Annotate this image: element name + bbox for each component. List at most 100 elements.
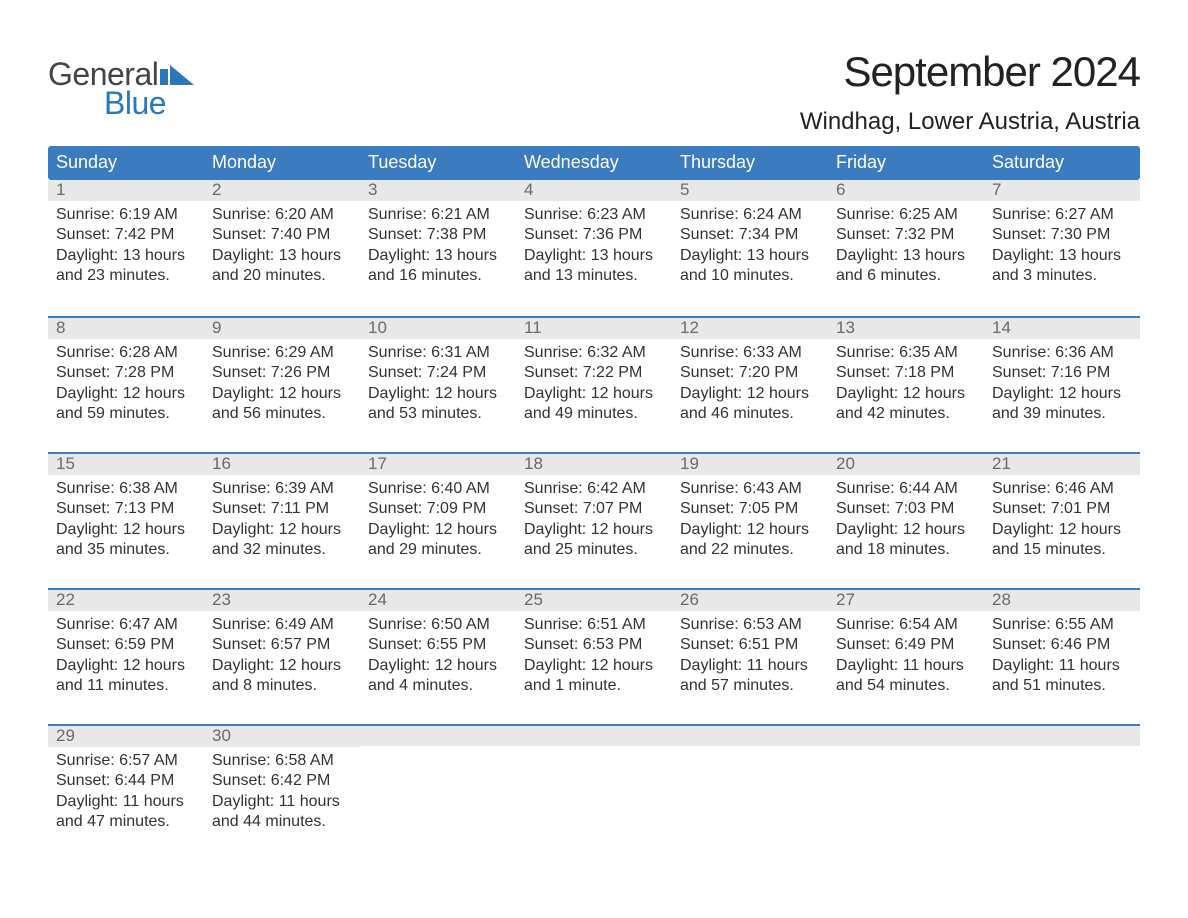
day-number bbox=[672, 726, 828, 746]
cell-body: Sunrise: 6:24 AMSunset: 7:34 PMDaylight:… bbox=[672, 201, 828, 287]
cell-body: Sunrise: 6:38 AMSunset: 7:13 PMDaylight:… bbox=[48, 475, 204, 561]
day-number: 9 bbox=[204, 318, 360, 339]
sunrise-text: Sunrise: 6:58 AM bbox=[212, 751, 352, 771]
week-row: 1Sunrise: 6:19 AMSunset: 7:42 PMDaylight… bbox=[48, 180, 1140, 308]
calendar-cell: 17Sunrise: 6:40 AMSunset: 7:09 PMDayligh… bbox=[360, 452, 516, 580]
sunrise-text: Sunrise: 6:40 AM bbox=[368, 479, 508, 499]
cell-body: Sunrise: 6:31 AMSunset: 7:24 PMDaylight:… bbox=[360, 339, 516, 425]
daylight-text: Daylight: 11 hours and 57 minutes. bbox=[680, 656, 820, 697]
sunrise-text: Sunrise: 6:32 AM bbox=[524, 343, 664, 363]
calendar-cell: 18 Sunrise: 6:42 AMSunset: 7:07 PMDayligh… bbox=[516, 452, 672, 580]
sunrise-text: Sunrise: 6:33 AM bbox=[680, 343, 820, 363]
calendar-cell: 10Sunrise: 6:31 AMSunset: 7:24 PMDayligh… bbox=[360, 316, 516, 444]
header: General Blue September 2024 Windhag, Low… bbox=[48, 48, 1140, 136]
sunset-text: Sunset: 7:34 PM bbox=[680, 225, 820, 245]
day-number: 15 bbox=[48, 454, 204, 475]
daylight-text: Daylight: 12 hours and 11 minutes. bbox=[56, 656, 196, 697]
sunset-text: Sunset: 7:16 PM bbox=[992, 363, 1132, 383]
sunset-text: Sunset: 6:53 PM bbox=[524, 635, 664, 655]
daylight-text: Daylight: 11 hours and 54 minutes. bbox=[836, 656, 976, 697]
calendar-cell: 29Sunrise: 6:57 AMSunset: 6:44 PMDayligh… bbox=[48, 724, 204, 852]
cell-body: Sunrise: 6:46 AMSunset: 7:01 PMDaylight:… bbox=[984, 475, 1140, 561]
calendar-cell: 24Sunrise: 6:50 AMSunset: 6:55 PMDayligh… bbox=[360, 588, 516, 716]
calendar-cell bbox=[828, 724, 984, 852]
daylight-text: Daylight: 12 hours and 15 minutes. bbox=[992, 520, 1132, 561]
sunrise-text: Sunrise: 6:57 AM bbox=[56, 751, 196, 771]
day-number bbox=[828, 726, 984, 746]
cell-body: Sunrise: 6:57 AMSunset: 6:44 PMDaylight:… bbox=[48, 747, 204, 833]
day-number: 4 bbox=[516, 180, 672, 201]
day-number: 10 bbox=[360, 318, 516, 339]
day-number: 18 bbox=[516, 454, 672, 475]
sunset-text: Sunset: 7:36 PM bbox=[524, 225, 664, 245]
daylight-text: Daylight: 12 hours and 18 minutes. bbox=[836, 520, 976, 561]
day-header-wed: Wednesday bbox=[516, 146, 672, 180]
calendar-cell: 14Sunrise: 6:36 AMSunset: 7:16 PMDayligh… bbox=[984, 316, 1140, 444]
cell-body: Sunrise: 6:50 AMSunset: 6:55 PMDaylight:… bbox=[360, 611, 516, 697]
calendar-cell: 2Sunrise: 6:20 AMSunset: 7:40 PMDaylight… bbox=[204, 180, 360, 308]
daylight-text: Daylight: 13 hours and 3 minutes. bbox=[992, 246, 1132, 287]
day-number bbox=[984, 726, 1140, 746]
day-number: 8 bbox=[48, 318, 204, 339]
sunset-text: Sunset: 6:49 PM bbox=[836, 635, 976, 655]
daylight-text: Daylight: 12 hours and 35 minutes. bbox=[56, 520, 196, 561]
day-number: 24 bbox=[360, 590, 516, 611]
day-header-thu: Thursday bbox=[672, 146, 828, 180]
sunrise-text: Sunrise: 6:42 AM bbox=[524, 479, 664, 499]
day-number: 14 bbox=[984, 318, 1140, 339]
calendar-cell: 11Sunrise: 6:32 AMSunset: 7:22 PMDayligh… bbox=[516, 316, 672, 444]
calendar-cell: 5Sunrise: 6:24 AMSunset: 7:34 PMDaylight… bbox=[672, 180, 828, 308]
sunset-text: Sunset: 7:18 PM bbox=[836, 363, 976, 383]
cell-body: Sunrise: 6:33 AMSunset: 7:20 PMDaylight:… bbox=[672, 339, 828, 425]
day-number: 30 bbox=[204, 726, 360, 747]
sunset-text: Sunset: 6:55 PM bbox=[368, 635, 508, 655]
daylight-text: Daylight: 12 hours and 56 minutes. bbox=[212, 384, 352, 425]
daylight-text: Daylight: 13 hours and 16 minutes. bbox=[368, 246, 508, 287]
sunset-text: Sunset: 7:26 PM bbox=[212, 363, 352, 383]
cell-body: Sunrise: 6:29 AMSunset: 7:26 PMDaylight:… bbox=[204, 339, 360, 425]
location-label: Windhag, Lower Austria, Austria bbox=[800, 108, 1140, 136]
daylight-text: Daylight: 13 hours and 23 minutes. bbox=[56, 246, 196, 287]
cell-body: Sunrise: 6:39 AMSunset: 7:11 PMDaylight:… bbox=[204, 475, 360, 561]
day-number: 25 bbox=[516, 590, 672, 611]
daylight-text: Daylight: 12 hours and 22 minutes. bbox=[680, 520, 820, 561]
calendar-cell: 13Sunrise: 6:35 AMSunset: 7:18 PMDayligh… bbox=[828, 316, 984, 444]
daylight-text: Daylight: 11 hours and 47 minutes. bbox=[56, 792, 196, 833]
flag-icon bbox=[160, 63, 194, 85]
cell-body: Sunrise: 6:54 AMSunset: 6:49 PMDaylight:… bbox=[828, 611, 984, 697]
week-row: 22Sunrise: 6:47 AMSunset: 6:59 PMDayligh… bbox=[48, 580, 1140, 716]
daylight-text: Daylight: 12 hours and 39 minutes. bbox=[992, 384, 1132, 425]
cell-body: Sunrise: 6:43 AMSunset: 7:05 PMDaylight:… bbox=[672, 475, 828, 561]
sunset-text: Sunset: 7:11 PM bbox=[212, 499, 352, 519]
calendar-cell: 12Sunrise: 6:33 AMSunset: 7:20 PMDayligh… bbox=[672, 316, 828, 444]
cell-body: Sunrise: 6:32 AMSunset: 7:22 PMDaylight:… bbox=[516, 339, 672, 425]
daylight-text: Daylight: 11 hours and 51 minutes. bbox=[992, 656, 1132, 697]
sunset-text: Sunset: 7:07 PM bbox=[524, 499, 664, 519]
sunrise-text: Sunrise: 6:31 AM bbox=[368, 343, 508, 363]
daylight-text: Daylight: 12 hours and 1 minute. bbox=[524, 656, 664, 697]
sunrise-text: Sunrise: 6:28 AM bbox=[56, 343, 196, 363]
day-number: 20 bbox=[828, 454, 984, 475]
sunset-text: Sunset: 7:05 PM bbox=[680, 499, 820, 519]
calendar-cell bbox=[516, 724, 672, 852]
sunset-text: Sunset: 6:57 PM bbox=[212, 635, 352, 655]
sunrise-text: Sunrise: 6:47 AM bbox=[56, 615, 196, 635]
cell-body: Sunrise: 6:53 AMSunset: 6:51 PMDaylight:… bbox=[672, 611, 828, 697]
cell-body: Sunrise: 6:36 AMSunset: 7:16 PMDaylight:… bbox=[984, 339, 1140, 425]
sunset-text: Sunset: 6:46 PM bbox=[992, 635, 1132, 655]
day-number: 5 bbox=[672, 180, 828, 201]
calendar-cell bbox=[984, 724, 1140, 852]
day-number: 12 bbox=[672, 318, 828, 339]
day-number: 2 bbox=[204, 180, 360, 201]
daylight-text: Daylight: 12 hours and 53 minutes. bbox=[368, 384, 508, 425]
sunrise-text: Sunrise: 6:19 AM bbox=[56, 205, 196, 225]
daylight-text: Daylight: 12 hours and 46 minutes. bbox=[680, 384, 820, 425]
daylight-text: Daylight: 12 hours and 25 minutes. bbox=[524, 520, 664, 561]
sunrise-text: Sunrise: 6:54 AM bbox=[836, 615, 976, 635]
cell-body: Sunrise: 6:40 AMSunset: 7:09 PMDaylight:… bbox=[360, 475, 516, 561]
calendar-cell: 1Sunrise: 6:19 AMSunset: 7:42 PMDaylight… bbox=[48, 180, 204, 308]
daylight-text: Daylight: 13 hours and 6 minutes. bbox=[836, 246, 976, 287]
calendar-cell: 27Sunrise: 6:54 AMSunset: 6:49 PMDayligh… bbox=[828, 588, 984, 716]
calendar-cell: 9Sunrise: 6:29 AMSunset: 7:26 PMDaylight… bbox=[204, 316, 360, 444]
daylight-text: Daylight: 12 hours and 8 minutes. bbox=[212, 656, 352, 697]
